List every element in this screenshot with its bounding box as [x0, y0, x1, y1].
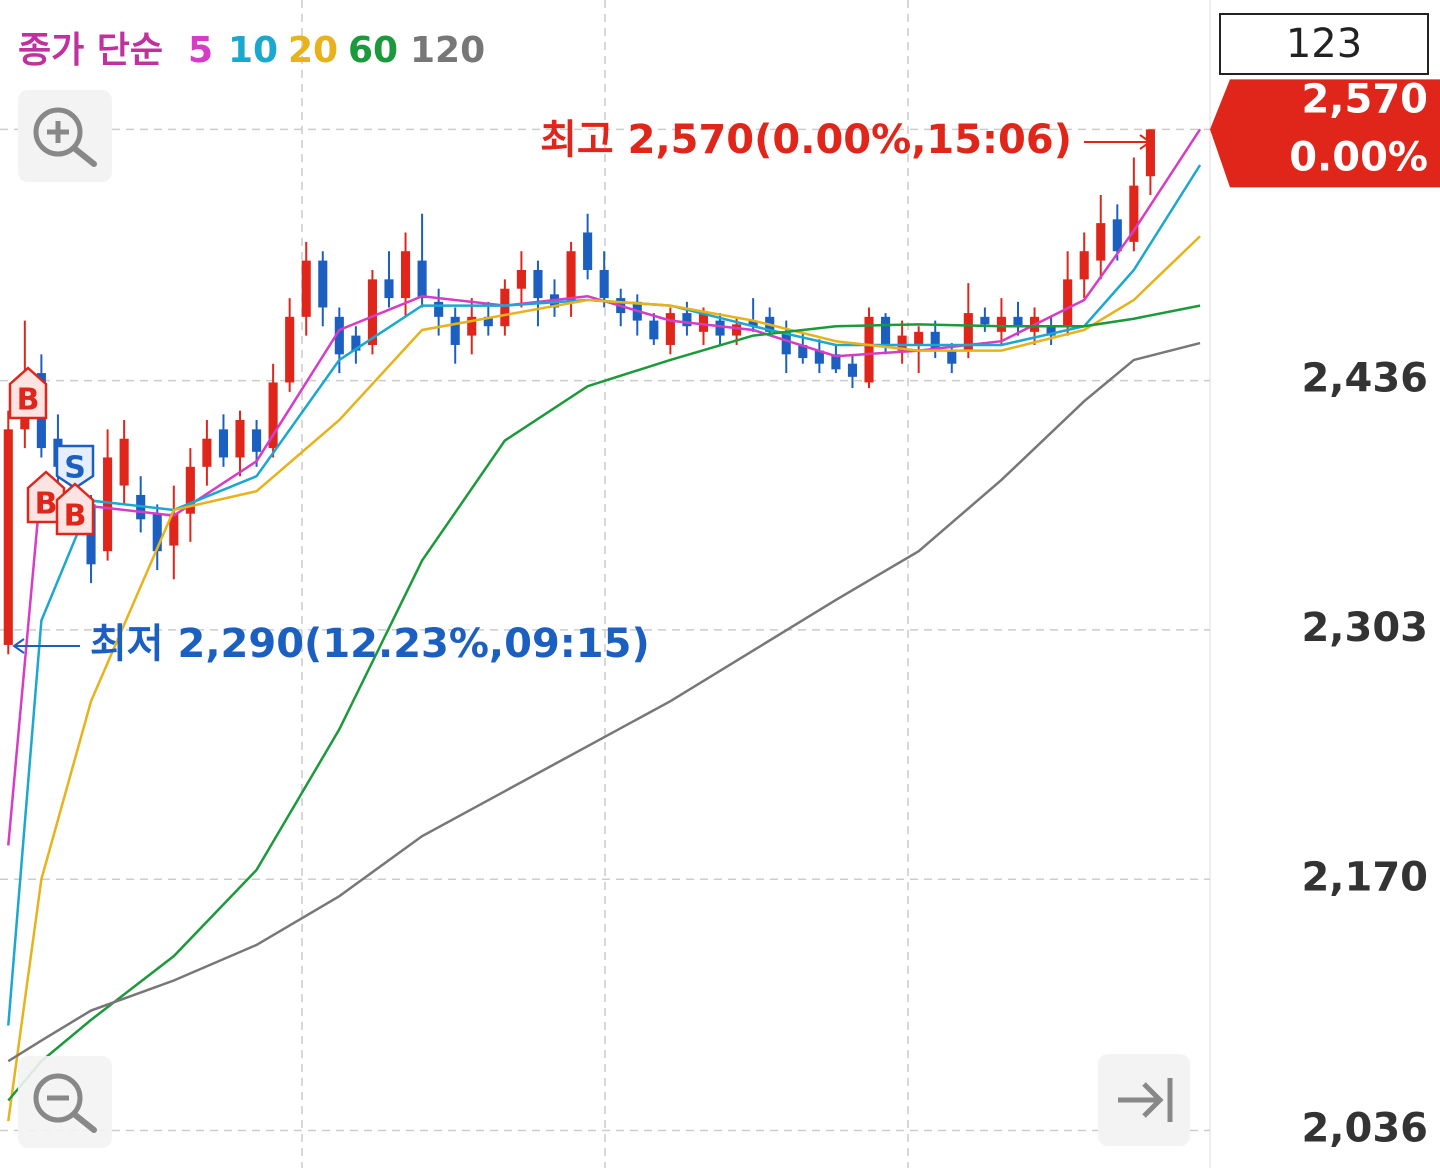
candle-body	[450, 316, 460, 345]
candle-body	[831, 354, 841, 370]
zoom-out-button[interactable]	[18, 1056, 112, 1148]
candle-body	[434, 301, 444, 317]
signal-marker	[8, 366, 48, 420]
candle-body	[533, 269, 543, 299]
candle-body	[1063, 279, 1073, 327]
period-box[interactable]	[1219, 13, 1429, 75]
signal-label: S	[64, 451, 86, 486]
signal-label: B	[17, 383, 40, 418]
candle-body	[268, 382, 278, 449]
candle-body	[3, 429, 13, 645]
candle-body	[847, 363, 858, 377]
high-annotation: 최고 2,570(0.00%,15:06)	[540, 117, 1072, 163]
candle-body	[947, 350, 957, 364]
signal-marker	[55, 482, 95, 536]
candle-body	[881, 316, 891, 345]
candle-body	[384, 279, 394, 299]
candle-body	[285, 316, 295, 383]
y-tick-label: 2,436	[1301, 356, 1428, 402]
candle-body	[698, 313, 709, 332]
candle-body	[914, 331, 924, 345]
candle-body	[467, 316, 477, 336]
candle-body	[649, 320, 659, 340]
low-arrowhead	[12, 638, 25, 654]
candle-body	[367, 279, 377, 345]
candle-body	[583, 232, 593, 270]
period-label[interactable]: 123	[1286, 21, 1362, 67]
candle-body	[202, 438, 212, 467]
current-price-box	[1210, 79, 1440, 188]
candle-body	[1145, 129, 1155, 177]
signal-label: B	[64, 499, 87, 534]
candle-body	[169, 513, 179, 546]
signal-label: B	[35, 487, 58, 522]
candle-body	[1013, 316, 1023, 327]
candle-body	[566, 251, 576, 302]
candle-body	[235, 419, 245, 458]
zoom-in-button[interactable]	[18, 90, 112, 182]
low-annotation: 최저 2,290(12.23%,09:15)	[90, 621, 650, 667]
candle-body	[665, 313, 675, 345]
candle-body	[599, 269, 609, 299]
candle-body	[318, 260, 328, 308]
candle-body	[996, 316, 1006, 332]
y-tick-label: 2,303	[1301, 605, 1428, 651]
ma-line	[7, 341, 1201, 1063]
candle-body	[1096, 223, 1106, 261]
candle-body	[351, 335, 361, 351]
candle-body	[930, 331, 940, 351]
candle-body	[732, 324, 742, 336]
candle-body	[301, 260, 311, 317]
candle-body	[400, 251, 411, 299]
legend-title: 종가 단순	[18, 30, 163, 71]
go-to-latest-button[interactable]	[1098, 1054, 1190, 1146]
legend-entry: 5	[188, 30, 213, 71]
candle-body	[748, 320, 758, 327]
candle-body	[814, 350, 824, 364]
candle-body	[483, 316, 493, 327]
candle-body	[417, 260, 427, 299]
candle-body	[252, 429, 262, 452]
candle-body	[516, 269, 526, 289]
ma-line	[7, 304, 1201, 1102]
candle-body	[864, 316, 874, 383]
candle-body	[682, 313, 692, 327]
legend-entry: 60	[348, 30, 398, 71]
y-tick-label: 2,170	[1301, 854, 1428, 900]
signal-marker	[26, 470, 66, 524]
signal-marker	[55, 444, 95, 490]
candle-body	[500, 288, 510, 327]
overlay: 최고 2,570(0.00%,15:06) 최저 2,290(12.23%,09:…	[8, 117, 1152, 667]
candle-body	[1129, 185, 1139, 242]
candle-body	[963, 313, 973, 351]
ma-line	[7, 235, 1201, 1122]
candle-body	[897, 335, 907, 351]
candle-body	[218, 429, 229, 458]
grid	[301, 0, 1211, 1168]
candle-body	[798, 344, 808, 359]
high-arrowhead	[1139, 134, 1152, 150]
candle-body	[715, 320, 725, 336]
candle-body	[1046, 326, 1056, 336]
legend-entry: 10	[228, 30, 278, 71]
candle-body	[334, 316, 344, 355]
candle-body	[103, 457, 113, 552]
candle-body	[781, 331, 791, 355]
candle-body	[185, 466, 195, 514]
current-price-change: 0.00%	[1289, 134, 1428, 180]
y-tick-label: 2,036	[1301, 1106, 1428, 1152]
current-price-label: 2,570	[1301, 76, 1428, 122]
candle-body	[1079, 251, 1089, 280]
legend-entry: 120	[410, 30, 485, 71]
legend-entry: 20	[288, 30, 338, 71]
candle-body	[1112, 219, 1122, 252]
candle-body	[119, 438, 129, 486]
candle-body	[980, 316, 990, 325]
candle-body	[152, 513, 162, 552]
